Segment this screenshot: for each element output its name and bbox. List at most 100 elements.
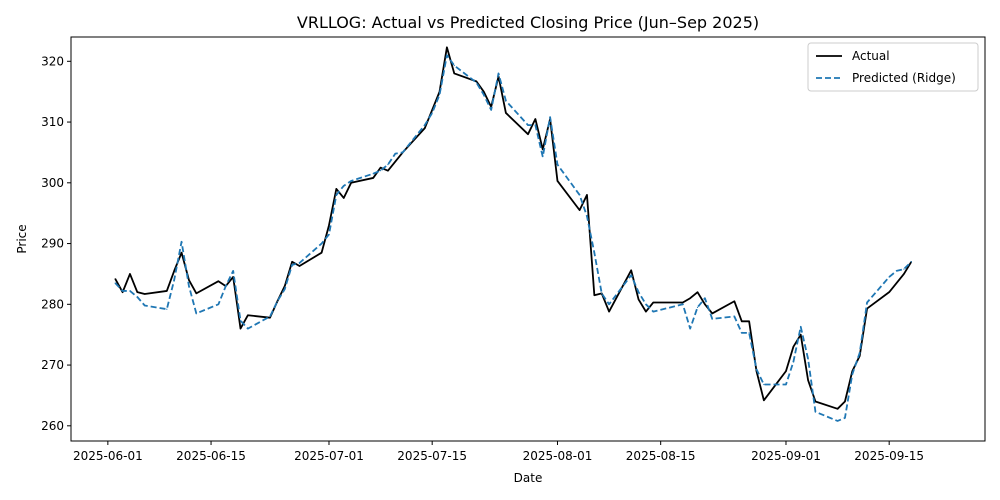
data-point-0-74 — [888, 291, 890, 293]
data-point-0-63 — [763, 399, 765, 401]
data-point-1-67 — [807, 358, 809, 360]
data-point-1-32 — [438, 94, 441, 96]
x-tick-label-4: 2025-08-01 — [523, 449, 593, 463]
data-point-0-47 — [593, 294, 595, 296]
y-tick-label-3: 290 — [41, 237, 64, 251]
y-tick-label-2: 280 — [41, 297, 64, 311]
data-point-1-75 — [895, 270, 898, 272]
x-tick-label-1: 2025-06-15 — [176, 449, 246, 463]
data-point-1-55 — [689, 328, 691, 330]
data-point-1-39 — [505, 100, 507, 102]
plot-frame — [70, 36, 986, 442]
data-point-0-57 — [704, 303, 706, 305]
y-tick-label-5: 310 — [41, 115, 64, 129]
data-point-0-52 — [645, 311, 647, 313]
data-point-1-15 — [269, 315, 271, 318]
data-point-1-48 — [601, 292, 603, 294]
series-line-0 — [114, 46, 913, 410]
data-point-1-57 — [704, 297, 706, 299]
data-point-1-50 — [630, 274, 632, 276]
data-point-0-55 — [689, 297, 691, 299]
data-point-1-9 — [195, 312, 197, 315]
data-point-0-56 — [696, 291, 699, 293]
data-point-1-72 — [859, 352, 861, 354]
data-point-1-29 — [402, 151, 404, 154]
data-point-1-7 — [180, 241, 183, 243]
data-point-1-47 — [593, 252, 595, 254]
data-point-1-45 — [579, 194, 581, 196]
data-point-1-77 — [910, 261, 912, 263]
data-point-1-26 — [379, 170, 382, 172]
data-point-0-67 — [807, 379, 809, 381]
data-point-0-21 — [328, 224, 330, 226]
y-axis: 260 270 280 290 300 310 320 — [41, 54, 71, 433]
data-point-1-16 — [276, 300, 278, 302]
data-point-0-69 — [836, 408, 839, 410]
data-point-1-66 — [800, 326, 802, 328]
data-point-1-13 — [239, 320, 242, 322]
data-point-1-63 — [763, 383, 765, 386]
data-point-0-68 — [814, 400, 817, 403]
data-point-0-60 — [741, 320, 743, 322]
data-point-1-5 — [166, 308, 168, 310]
plot-area — [114, 46, 913, 422]
x-tick-label-0: 2025-06-01 — [73, 449, 143, 463]
data-point-1-1 — [122, 290, 124, 292]
data-point-1-35 — [475, 81, 477, 84]
data-point-0-1 — [122, 291, 124, 293]
data-point-1-69 — [836, 420, 839, 422]
data-point-1-24 — [350, 180, 352, 182]
data-point-1-74 — [888, 276, 890, 278]
data-point-1-11 — [225, 285, 227, 287]
data-point-1-68 — [814, 411, 817, 413]
data-point-1-17 — [284, 288, 286, 290]
data-point-0-18 — [291, 261, 293, 263]
data-point-1-20 — [321, 242, 323, 245]
data-point-0-46 — [586, 194, 588, 196]
data-point-0-70 — [844, 400, 846, 403]
data-point-1-34 — [453, 64, 455, 67]
data-point-0-28 — [394, 160, 396, 163]
data-point-0-26 — [379, 167, 382, 169]
data-point-0-35 — [475, 80, 477, 82]
data-point-1-4 — [144, 304, 146, 307]
data-point-0-36 — [483, 91, 485, 93]
x-tick-label-2: 2025-07-01 — [294, 449, 364, 463]
data-point-0-2 — [129, 273, 131, 275]
data-point-1-51 — [637, 291, 640, 293]
data-point-0-45 — [579, 209, 581, 211]
data-point-1-8 — [188, 285, 190, 287]
data-point-1-46 — [586, 215, 588, 217]
data-point-1-0 — [114, 282, 116, 284]
y-tick-label-6: 320 — [41, 54, 64, 68]
data-point-0-0 — [114, 278, 116, 280]
data-point-1-6 — [173, 279, 175, 281]
data-point-0-61 — [748, 320, 750, 322]
data-point-0-8 — [188, 279, 190, 281]
data-point-1-19 — [298, 262, 301, 264]
data-point-0-66 — [800, 334, 802, 336]
data-point-0-3 — [136, 291, 138, 293]
data-point-1-59 — [733, 315, 735, 318]
x-tick-label-5: 2025-08-15 — [626, 449, 696, 463]
data-point-0-39 — [505, 112, 507, 114]
data-point-0-14 — [247, 314, 249, 316]
data-point-1-73 — [866, 301, 868, 304]
y-tick-label-1: 270 — [41, 358, 64, 372]
data-point-1-42 — [542, 156, 544, 158]
data-point-0-7 — [180, 252, 183, 254]
y-tick-label-0: 260 — [41, 419, 64, 433]
data-point-1-60 — [741, 332, 743, 334]
data-point-1-49 — [608, 303, 610, 305]
data-point-0-22 — [335, 188, 337, 190]
x-tick-label-7: 2025-09-15 — [854, 449, 924, 463]
data-point-1-65 — [792, 361, 794, 363]
data-point-0-44 — [556, 180, 559, 182]
data-point-1-53 — [652, 311, 654, 313]
legend: Actual Predicted (Ridge) — [807, 42, 979, 92]
data-point-1-18 — [291, 264, 293, 266]
data-point-0-75 — [895, 282, 898, 284]
data-point-1-70 — [844, 417, 846, 419]
series-line-1 — [114, 54, 912, 422]
data-point-1-36 — [483, 94, 485, 96]
